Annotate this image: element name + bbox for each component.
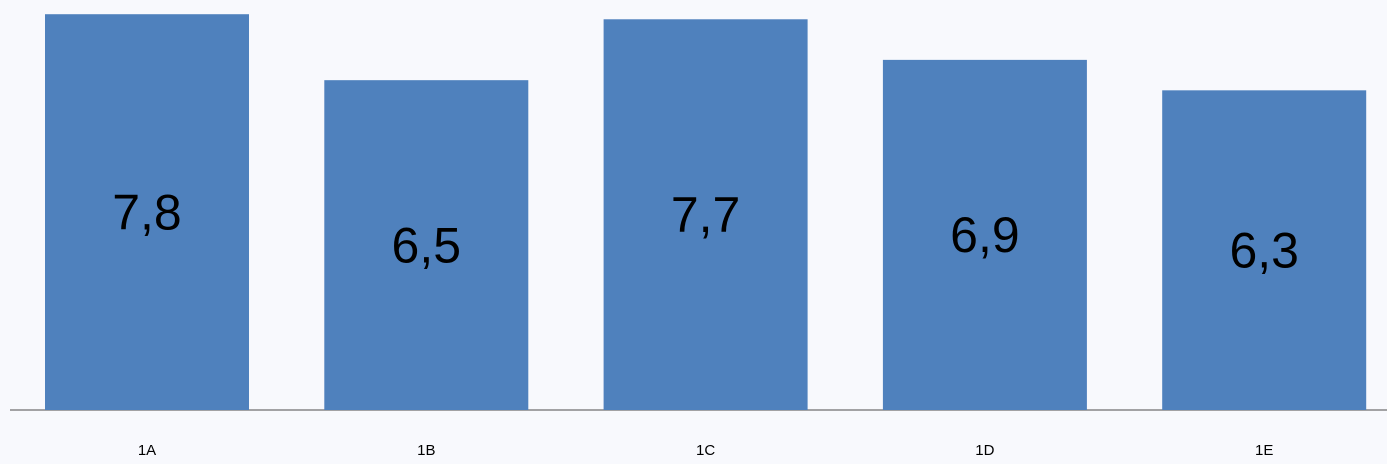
value-label: 7,7 — [671, 187, 741, 243]
x-tick-label: 1C — [696, 442, 715, 459]
value-label: 6,3 — [1229, 222, 1299, 278]
x-tick-label: 1D — [975, 442, 994, 459]
chart: 7,8 1A 6,5 1B 7,7 1C 6,9 1D 6,3 1E — [0, 0, 1387, 464]
value-label: 6,5 — [392, 217, 462, 273]
x-tick-label: 1A — [138, 442, 156, 459]
value-label: 7,8 — [112, 184, 182, 240]
x-tick-label: 1E — [1255, 442, 1273, 459]
value-label: 6,9 — [950, 207, 1020, 263]
x-tick-label: 1B — [417, 442, 435, 459]
